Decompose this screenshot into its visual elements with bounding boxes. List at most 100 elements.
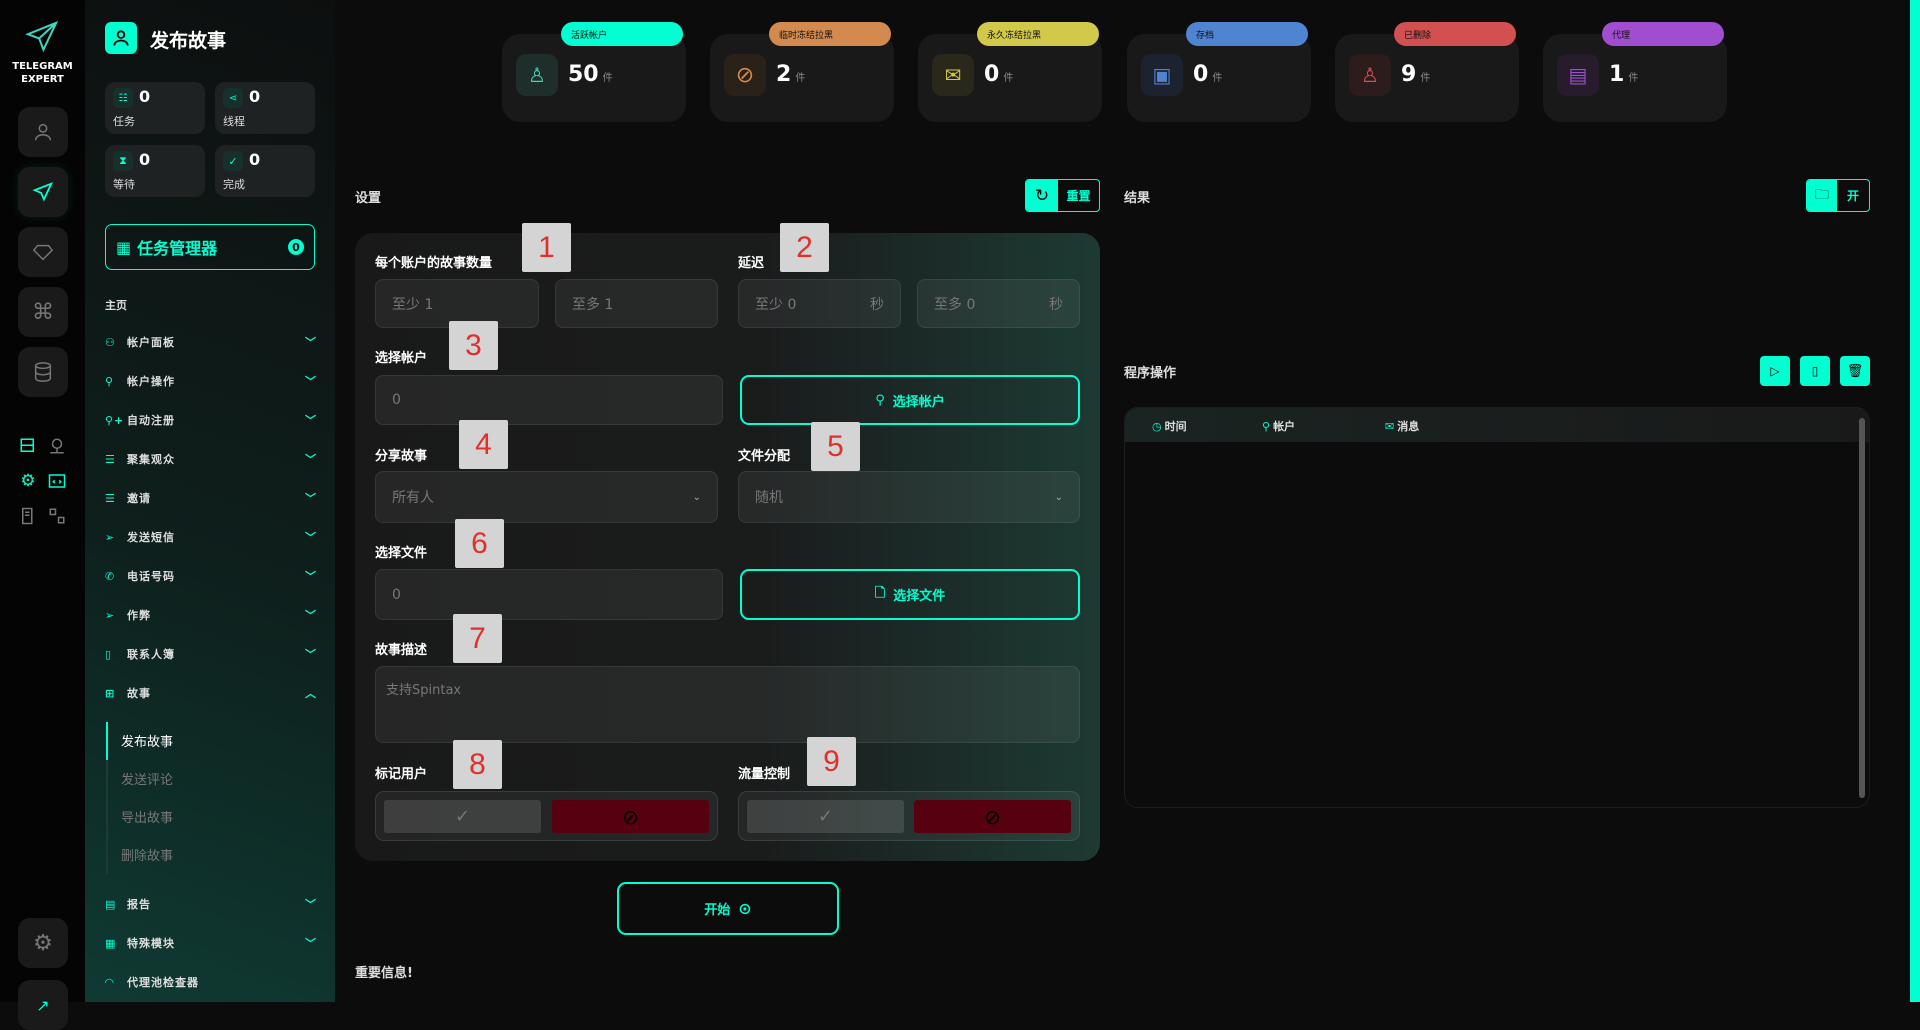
mark-users-toggle[interactable]: ✓ ⊘: [375, 791, 718, 841]
sub-item-send-comments[interactable]: 发送评论: [121, 773, 174, 788]
accounts-rail-button[interactable]: [18, 107, 68, 157]
user-icon: [105, 22, 137, 54]
disable-icon[interactable]: ⊘: [914, 800, 1071, 833]
play-button[interactable]: ▷: [1760, 356, 1790, 386]
open-results-button[interactable]: 🗀 开: [1806, 179, 1870, 212]
settings-rail-button[interactable]: ⚙: [18, 918, 68, 968]
notebook-icon: ▯: [105, 647, 113, 661]
card-label: 已删除: [1394, 22, 1516, 46]
user-x-icon: ♙: [1349, 54, 1391, 96]
user-list-icon: ☰: [105, 452, 116, 466]
story-count-max-input[interactable]: 至多 1: [555, 279, 718, 328]
reset-button[interactable]: ↻ 重置: [1025, 179, 1100, 212]
chevron-up-icon: ︿: [305, 687, 317, 700]
user-network-icon[interactable]: [47, 436, 67, 456]
share-story-select[interactable]: 所有人 ⌄: [375, 471, 718, 523]
sidebar-item-cheat[interactable]: ➢ 作弊 ﹀: [105, 608, 317, 623]
server-check-icon[interactable]: [18, 436, 38, 456]
account-count-input[interactable]: 0: [375, 375, 723, 425]
file-distribution-select[interactable]: 随机 ⌄: [738, 471, 1080, 523]
code-window-icon[interactable]: [47, 471, 67, 491]
log-header: ◷ 时间 ⚲ 帐户 ✉ 消息: [1125, 408, 1869, 442]
annotation-marker: 7: [453, 614, 502, 663]
play-circle-icon: ⊙: [738, 899, 752, 918]
gear-icon: ⚙: [33, 930, 53, 956]
chevron-down-icon: ﹀: [305, 609, 317, 622]
card-active-accounts: ♙ 50 件: [502, 34, 686, 122]
select-file-button[interactable]: 🗋 选择文件: [740, 569, 1080, 620]
annotation-marker: 4: [459, 420, 508, 469]
sub-item-export-stories[interactable]: 导出故事: [121, 811, 174, 826]
sidebar-item-account-panel[interactable]: ⚇ 帐户面板 ﹀: [105, 335, 317, 350]
stop-button[interactable]: ▯: [1800, 356, 1830, 386]
story-description-textarea[interactable]: 支持Spintax: [375, 666, 1080, 743]
sidebar-item-stories[interactable]: ⊞ 故事 ︿: [105, 686, 317, 701]
sidebar-item-invite[interactable]: ☰ 邀请 ﹀: [105, 491, 317, 506]
chevron-down-icon: ﹀: [305, 570, 317, 583]
flow-control-toggle[interactable]: ✓ ⊘: [738, 791, 1080, 841]
stat-threads: ⋖ 0 线程: [215, 82, 315, 134]
select-account-button[interactable]: ⚲ 选择帐户: [740, 375, 1080, 425]
external-rail-button[interactable]: ↗: [18, 980, 68, 1030]
user-icon: ⚲: [875, 392, 885, 408]
window-scrollbar[interactable]: [1910, 0, 1920, 1002]
sidebar-item-send-sms[interactable]: ➢ 发送短信 ﹀: [105, 530, 317, 545]
sidebar-item-reports[interactable]: ▤ 报告 ﹀: [105, 897, 317, 912]
check-icon[interactable]: ✓: [747, 800, 904, 833]
task-manager-icon: ▦: [116, 237, 132, 257]
trash-icon: 🗑: [1846, 363, 1864, 379]
card-proxy: ▤ 1 件: [1543, 34, 1727, 122]
check-circle-icon: ✓: [223, 151, 243, 171]
log-col-message: ✉ 消息: [1385, 419, 1420, 434]
send-rail-button[interactable]: [18, 167, 68, 217]
annotation-marker: 5: [811, 422, 860, 471]
send-icon: ➢: [105, 530, 116, 544]
sidebar-item-gather-audience[interactable]: ☰ 聚集观众 ﹀: [105, 452, 317, 467]
log-scrollbar[interactable]: [1859, 418, 1865, 798]
list-icon: ☷: [113, 88, 133, 108]
start-button[interactable]: 开始 ⊙: [617, 882, 839, 935]
database-rail-button[interactable]: [18, 347, 68, 397]
sidebar-item-account-ops[interactable]: ⚲ 帐户操作 ﹀: [105, 374, 317, 389]
swap-icon[interactable]: [47, 506, 67, 526]
sidebar-item-contacts[interactable]: ▯ 联系人簿 ﹀: [105, 647, 317, 662]
select-file-label: 选择文件: [375, 546, 428, 561]
annotation-marker: 1: [522, 223, 571, 272]
chevron-down-icon: ﹀: [305, 492, 317, 505]
mail-warning-icon: ✉: [932, 54, 974, 96]
diamond-rail-button[interactable]: [18, 227, 68, 277]
sidebar-item-special-modules[interactable]: ▦ 特殊模块 ﹀: [105, 936, 317, 951]
phone-icon: ✆: [105, 569, 116, 583]
results-title: 结果: [1124, 191, 1151, 206]
page-title: 发布故事: [150, 30, 227, 52]
mail-icon: ✉: [1385, 419, 1395, 433]
card-label: 临时冻结拉黑: [769, 22, 891, 46]
chevron-down-icon: ﹀: [305, 453, 317, 466]
sub-item-delete-stories[interactable]: 删除故事: [121, 849, 174, 864]
task-manager-button[interactable]: ▦ 任务管理器 0: [105, 224, 315, 270]
sidebar-item-proxy-checker[interactable]: ◠ 代理池检查器: [105, 975, 199, 990]
annotation-marker: 6: [455, 519, 504, 568]
log-panel: ◷ 时间 ⚲ 帐户 ✉ 消息: [1124, 407, 1870, 808]
chevron-down-icon: ﹀: [305, 648, 317, 661]
disable-icon[interactable]: ⊘: [552, 800, 709, 833]
user-plus-icon: ⚲+: [105, 413, 125, 427]
sidebar-item-phone-numbers[interactable]: ✆ 电话号码 ﹀: [105, 569, 317, 584]
stop-icon: ▯: [1811, 364, 1819, 378]
stat-tasks: ☷ 0 任务: [105, 82, 205, 134]
sidebar-item-auto-register[interactable]: ⚲+ 自动注册 ﹀: [105, 413, 317, 428]
story-count-label: 每个账户的故事数量: [375, 256, 493, 271]
file-icon: 🗋: [874, 585, 886, 601]
document-check-icon[interactable]: [18, 506, 38, 526]
card-label: 存档: [1186, 22, 1308, 46]
file-count-input[interactable]: 0: [375, 569, 723, 620]
stat-done: ✓ 0 完成: [215, 145, 315, 197]
sub-item-publish-story[interactable]: 发布故事: [121, 735, 174, 750]
check-icon[interactable]: ✓: [384, 800, 541, 833]
command-rail-button[interactable]: ⌘: [18, 287, 68, 337]
log-col-account: ⚲ 帐户: [1262, 419, 1296, 434]
clear-log-button[interactable]: 🗑: [1840, 356, 1870, 386]
settings-cog-icon[interactable]: ⚙: [20, 471, 36, 491]
